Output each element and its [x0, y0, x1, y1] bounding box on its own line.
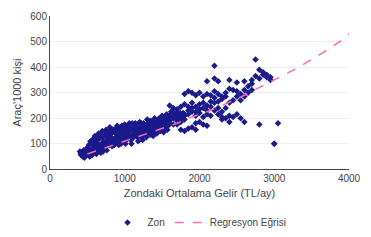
svg-text:3000: 3000 — [263, 173, 286, 184]
svg-text:0: 0 — [41, 164, 47, 175]
svg-text:Zondaki Ortalama Gelir (TL/ay): Zondaki Ortalama Gelir (TL/ay) — [124, 187, 276, 199]
svg-text:600: 600 — [30, 11, 47, 22]
svg-text:0: 0 — [47, 173, 53, 184]
svg-text:200: 200 — [30, 113, 47, 124]
svg-text:Zon: Zon — [148, 217, 165, 228]
svg-text:300: 300 — [30, 87, 47, 98]
svg-text:2000: 2000 — [188, 173, 211, 184]
svg-text:Araç'1000 kişi: Araç'1000 kişi — [11, 59, 23, 127]
svg-text:500: 500 — [30, 36, 47, 47]
svg-text:4000: 4000 — [338, 173, 361, 184]
svg-text:100: 100 — [30, 138, 47, 149]
svg-text:400: 400 — [30, 62, 47, 73]
svg-text:Regresyon Eğrisi: Regresyon Eğrisi — [210, 217, 286, 228]
svg-text:1000: 1000 — [114, 173, 137, 184]
